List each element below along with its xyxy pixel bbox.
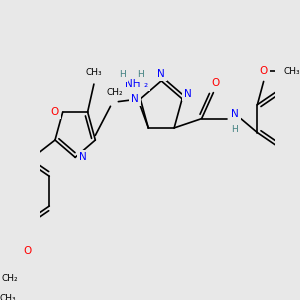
Text: CH₃: CH₃ [284,67,300,76]
Text: O: O [212,78,220,88]
Text: N: N [131,94,139,104]
Text: H: H [137,70,144,80]
Text: CH₃: CH₃ [85,68,102,77]
Text: O: O [23,246,32,256]
Text: CH₂: CH₂ [2,274,19,283]
Text: O: O [260,66,268,76]
Text: CH₂: CH₂ [106,88,123,97]
Text: N: N [184,89,191,99]
Text: N: N [231,109,239,119]
Text: N: N [79,152,87,162]
Text: H: H [231,125,238,134]
Text: CH₃: CH₃ [0,295,16,300]
Text: ₂: ₂ [144,79,148,89]
Text: H: H [119,70,126,80]
Text: NH: NH [125,79,140,89]
Text: O: O [51,107,59,117]
Text: N: N [157,69,165,79]
